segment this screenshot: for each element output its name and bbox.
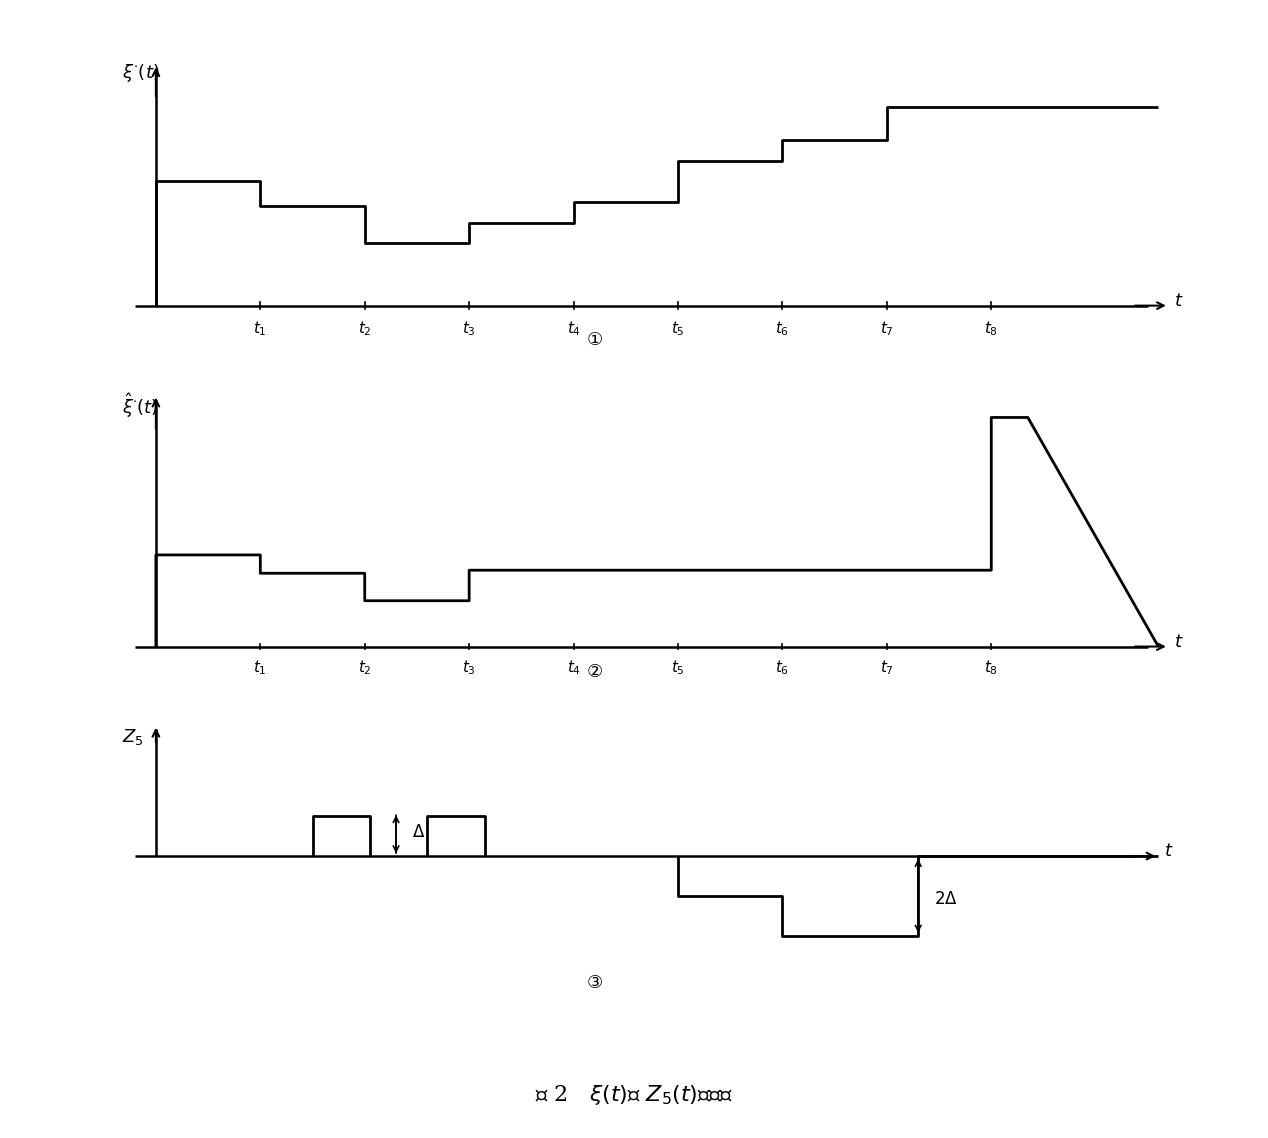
Text: $Z_5$: $Z_5$: [123, 727, 145, 747]
Text: $t_7$: $t_7$: [880, 319, 894, 338]
Text: $t_2$: $t_2$: [358, 658, 372, 677]
Text: $t_5$: $t_5$: [671, 319, 685, 338]
Text: $t$: $t$: [1174, 633, 1183, 651]
Text: $t_8$: $t_8$: [984, 319, 998, 338]
Text: $t_1$: $t_1$: [254, 319, 268, 338]
Text: $t_4$: $t_4$: [567, 319, 581, 338]
Text: $t_3$: $t_3$: [463, 319, 476, 338]
Text: ①: ①: [586, 331, 602, 348]
Text: ③: ③: [586, 974, 602, 992]
Text: $t_8$: $t_8$: [984, 658, 998, 677]
Text: $\hat{\xi}^{\cdot}(t)$: $\hat{\xi}^{\cdot}(t)$: [123, 390, 158, 420]
Text: ②: ②: [586, 662, 602, 681]
Text: $t_2$: $t_2$: [358, 319, 372, 338]
Text: $t$: $t$: [1174, 291, 1183, 310]
Text: $t_6$: $t_6$: [775, 658, 790, 677]
Text: $t_1$: $t_1$: [254, 658, 268, 677]
Text: 图 2   $\xi(t)$及 $Z_5(t)$的波形: 图 2 $\xi(t)$及 $Z_5(t)$的波形: [535, 1082, 733, 1107]
Text: $t_4$: $t_4$: [567, 658, 581, 677]
Text: $2\Delta$: $2\Delta$: [933, 891, 957, 908]
Text: $\Delta$: $\Delta$: [412, 824, 425, 841]
Text: $\xi^{\cdot}(t)$: $\xi^{\cdot}(t)$: [123, 63, 160, 84]
Text: $t_3$: $t_3$: [463, 658, 476, 677]
Text: $t_5$: $t_5$: [671, 658, 685, 677]
Text: $t_7$: $t_7$: [880, 658, 894, 677]
Text: $t_6$: $t_6$: [775, 319, 790, 338]
Text: $t$: $t$: [1164, 842, 1173, 860]
